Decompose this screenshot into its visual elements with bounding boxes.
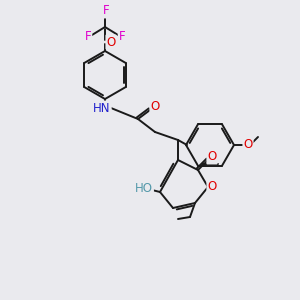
Text: O: O	[207, 151, 217, 164]
Text: HN: HN	[93, 101, 111, 115]
Text: F: F	[85, 31, 91, 44]
Text: O: O	[243, 139, 253, 152]
Text: O: O	[207, 181, 217, 194]
Text: O: O	[106, 35, 116, 49]
Text: O: O	[150, 100, 160, 113]
Text: F: F	[119, 31, 125, 44]
Text: HO: HO	[135, 182, 153, 196]
Text: F: F	[103, 4, 109, 17]
